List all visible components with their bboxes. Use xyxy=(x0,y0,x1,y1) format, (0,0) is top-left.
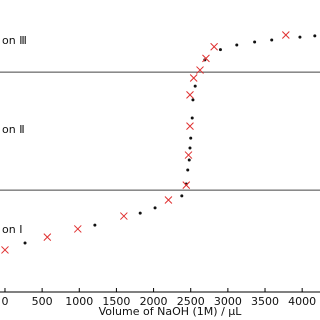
dot-point xyxy=(153,206,157,210)
cross-point xyxy=(182,181,191,189)
dot-point xyxy=(186,168,190,172)
dot-point xyxy=(189,136,193,140)
dot-point xyxy=(191,98,195,102)
x-tick-label: 0 xyxy=(1,295,8,308)
region-label: on Ⅱ xyxy=(2,123,25,136)
cross-point xyxy=(202,54,210,63)
cross-point xyxy=(186,91,194,99)
dot-point xyxy=(253,40,257,44)
cross-point xyxy=(210,42,218,51)
dot-point xyxy=(270,38,274,42)
x-tick-label: 4000 xyxy=(288,295,316,308)
region-label: on Ⅲ xyxy=(2,34,27,47)
cross-point xyxy=(73,225,82,233)
dot-point xyxy=(235,43,239,47)
x-tick-label: 1500 xyxy=(102,295,130,308)
dot-point xyxy=(188,146,192,150)
cross-point xyxy=(186,122,194,130)
x-tick-label: 3500 xyxy=(251,295,279,308)
cross-point xyxy=(196,66,204,74)
dot-point xyxy=(180,194,184,198)
cross-point xyxy=(281,31,290,39)
dot-point xyxy=(23,241,27,245)
region-label: on Ⅰ xyxy=(2,223,22,236)
dot-point xyxy=(93,223,97,227)
cross-point xyxy=(164,196,173,204)
dot-point xyxy=(218,48,222,52)
cross-point xyxy=(1,246,9,254)
x-tick-label: 500 xyxy=(32,295,53,308)
x-tick-label: 2000 xyxy=(140,295,168,308)
x-tick-label: 1000 xyxy=(65,295,93,308)
cross-point xyxy=(43,233,52,241)
dot-point xyxy=(187,158,191,162)
dot-point xyxy=(138,211,142,215)
x-axis-label: Volume of NaOH (1M) / μL xyxy=(99,305,243,318)
dot-point xyxy=(190,116,194,120)
x-tick-label: 3000 xyxy=(214,295,242,308)
cross-point xyxy=(184,151,193,159)
dot-point xyxy=(298,35,302,39)
dot-point xyxy=(313,34,317,38)
cross-point xyxy=(120,212,128,220)
cross-point xyxy=(189,74,198,82)
x-tick-label: 2500 xyxy=(177,295,205,308)
dot-point xyxy=(193,84,197,88)
